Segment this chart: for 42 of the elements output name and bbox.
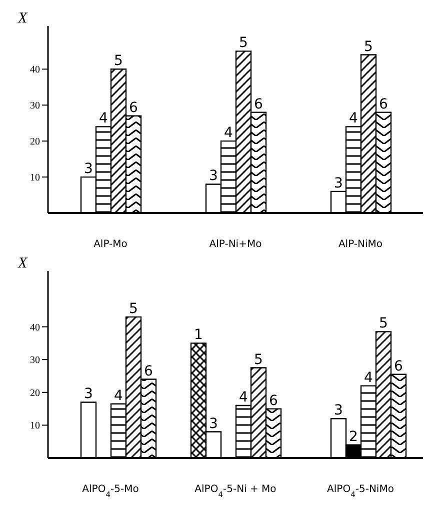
y-axis-title: X — [17, 10, 28, 27]
text: 3 — [334, 402, 343, 419]
y-tick-label: 30 — [30, 355, 40, 366]
x-tick-label: AlP-Ni+Mo — [209, 239, 262, 250]
y-tick-label: 10 — [30, 420, 40, 432]
text: 4 — [349, 110, 358, 127]
series-label: 6 — [129, 100, 138, 116]
text: 6 — [379, 96, 388, 112]
x-tick-label: AlP-Mo — [94, 239, 128, 250]
series-label: 1 — [194, 327, 203, 344]
series-label: 5 — [114, 53, 123, 70]
y-axis-title: X — [17, 256, 28, 272]
x-tick-label: AlP-NiMo — [338, 239, 383, 250]
text: 6 — [254, 96, 263, 112]
series-label: 6 — [144, 363, 154, 380]
text: 4 — [364, 370, 373, 386]
text: 6 — [394, 358, 403, 374]
y-tick-label: 40 — [30, 64, 40, 76]
x-tick-label: AlPO$_{4}$-5-NiMo — [327, 484, 394, 498]
series-label: 5 — [129, 300, 138, 317]
series-label: 3 — [84, 161, 93, 178]
text: 4 — [239, 390, 248, 406]
text: 3 — [209, 168, 218, 184]
y-tick-label: 20 — [30, 136, 40, 148]
x-tick-label: AlPO$_{4}$-5-Mo — [82, 484, 139, 498]
y-tick-label: 30 — [30, 100, 40, 112]
series-label: 4 — [99, 110, 108, 127]
text: 5 — [239, 35, 248, 52]
y-tick-label: 20 — [30, 388, 40, 399]
text: 5 — [254, 352, 263, 368]
series-label: 2 — [349, 428, 358, 445]
x-tick-label: AlPO$_{4}$-5-Ni + Mo — [194, 484, 276, 498]
text: 3 — [209, 416, 218, 432]
text: 5 — [379, 316, 388, 332]
text: 5 — [364, 38, 373, 55]
text: 4 — [224, 125, 233, 142]
y-tick-label: 40 — [30, 322, 40, 334]
series-label: 3 — [84, 386, 93, 402]
text: 3 — [334, 175, 343, 192]
y-tick-label: 10 — [30, 172, 40, 184]
series-label: 4 — [114, 388, 124, 404]
text: 6 — [269, 392, 278, 409]
